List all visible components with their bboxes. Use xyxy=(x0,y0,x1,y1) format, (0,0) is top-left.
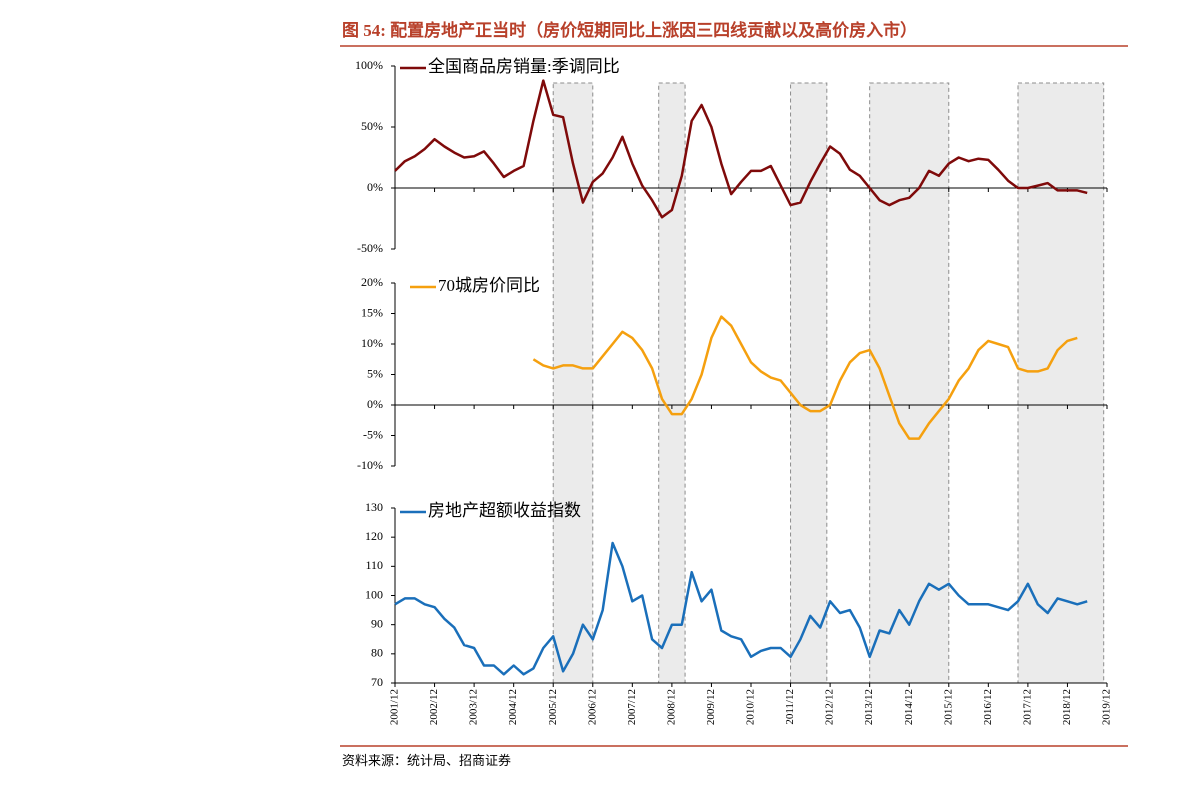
x-tick-label: 2001/12 xyxy=(389,689,401,725)
y-tick-label: 90 xyxy=(371,616,383,630)
x-tick-label: 2005/12 xyxy=(547,689,559,725)
y-tick-label: 15% xyxy=(361,305,383,319)
y-tick-label: 100% xyxy=(355,58,383,72)
y-tick-label: 80 xyxy=(371,646,383,660)
y-tick-label: 70 xyxy=(371,675,383,689)
shaded-period xyxy=(552,82,594,684)
x-tick-label: 2012/12 xyxy=(824,689,836,725)
x-tick-label: 2004/12 xyxy=(507,689,519,725)
y-tick-label: 20% xyxy=(361,275,383,289)
x-tick-label: 2019/12 xyxy=(1101,689,1113,725)
x-tick-label: 2003/12 xyxy=(468,689,480,725)
legend-label: 全国商品房销量:季调同比 xyxy=(428,57,620,76)
y-tick-label: 130 xyxy=(365,500,383,514)
y-tick-label: 5% xyxy=(367,366,383,380)
x-tick-label: 2010/12 xyxy=(745,689,757,725)
y-tick-label: 0% xyxy=(367,397,383,411)
x-tick-label: 2017/12 xyxy=(1021,689,1033,725)
x-tick-label: 2014/12 xyxy=(903,689,915,725)
x-tick-label: 2013/12 xyxy=(863,689,875,725)
y-tick-label: 120 xyxy=(365,529,383,543)
series-line xyxy=(394,541,1088,676)
y-tick-label: -10% xyxy=(357,458,383,472)
y-tick-label: -5% xyxy=(363,427,383,441)
series-line xyxy=(532,315,1078,440)
x-tick-label: 2018/12 xyxy=(1061,689,1073,725)
x-tick-label: 2016/12 xyxy=(982,689,994,725)
x-tick-label: 2007/12 xyxy=(626,689,638,725)
shaded-period xyxy=(1017,82,1105,684)
x-tick-label: 2008/12 xyxy=(665,689,677,725)
y-tick-label: 110 xyxy=(365,558,383,572)
source: 资料来源：统计局、招商证券 xyxy=(342,753,511,768)
x-tick-label: 2009/12 xyxy=(705,689,717,725)
legend-label: 房地产超额收益指数 xyxy=(428,501,581,520)
shaded-period xyxy=(869,82,950,684)
x-tick-label: 2002/12 xyxy=(428,689,440,725)
chart-title: 图 54: 配置房地产正当时（房价短期同比上涨因三四线贡献以及高价房入市） xyxy=(342,20,917,40)
plots: 100% 50% 0% -50% 全国商品房销量:季调同比 20% 15% 10% 5% 0% -5… xyxy=(355,57,1113,725)
y-tick-label: 50% xyxy=(361,119,383,133)
x-tick-label: 2011/12 xyxy=(784,689,796,725)
y-tick-label: -50% xyxy=(357,241,383,255)
y-tick-label: 100 xyxy=(365,587,383,601)
shaded-period xyxy=(790,82,828,684)
x-tick-label: 2015/12 xyxy=(942,689,954,725)
y-tick-label: 10% xyxy=(361,336,383,350)
y-tick-label: 0% xyxy=(367,180,383,194)
x-tick-label: 2006/12 xyxy=(586,689,598,725)
shaded-periods xyxy=(552,82,1105,684)
legend-label: 70城房价同比 xyxy=(438,276,540,295)
series-line xyxy=(394,79,1088,219)
